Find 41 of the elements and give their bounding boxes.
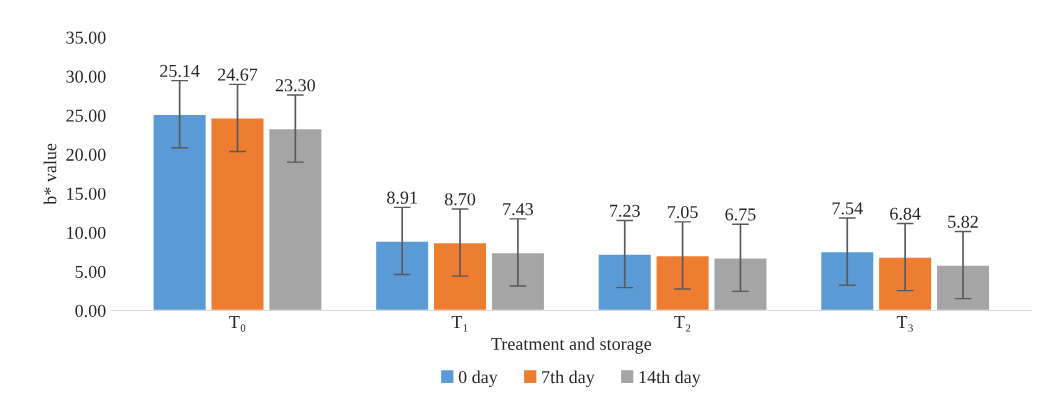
bar — [374, 240, 430, 311]
y-tick-label: 35.00 — [66, 31, 106, 44]
data-label: 25.14 — [160, 64, 200, 78]
data-label: 6.75 — [725, 208, 756, 221]
bar — [210, 117, 265, 311]
bar — [597, 253, 653, 311]
y-tick-label: 0.00 — [75, 304, 106, 318]
y-tick-label: 15.00 — [67, 187, 106, 200]
data-label: 7.54 — [832, 202, 863, 215]
data-label: 8.70 — [444, 193, 476, 206]
y-tick-label: 30.00 — [66, 70, 106, 83]
bar — [713, 257, 768, 311]
y-tick-label: 25.00 — [66, 109, 106, 122]
bar — [935, 264, 991, 311]
y-axis-title: b* value — [43, 143, 57, 205]
bar — [432, 241, 488, 311]
data-label: 23.30 — [275, 79, 315, 92]
data-label: 6.84 — [890, 207, 921, 220]
data-label: 7.05 — [667, 206, 698, 219]
bar — [877, 256, 933, 311]
legend-label: 0 day — [458, 370, 498, 387]
x-tick-label: T₂ — [674, 316, 691, 332]
data-label: 5.82 — [948, 215, 978, 228]
x-tick-label: T₃ — [896, 316, 913, 332]
data-label: 8.91 — [387, 191, 417, 204]
bar — [655, 254, 710, 311]
data-label: 7.23 — [610, 204, 640, 217]
y-tick-label: 10.00 — [67, 226, 106, 239]
data-label: 24.67 — [217, 68, 258, 81]
x-tick-label: T₁ — [451, 316, 468, 332]
x-tick-label: T₀ — [229, 316, 246, 332]
bar — [490, 251, 546, 311]
bar — [152, 113, 208, 311]
y-tick-label: 20.00 — [66, 148, 106, 161]
data-label: 7.43 — [503, 203, 533, 216]
bar — [267, 127, 323, 311]
x-axis-title: Treatment and storage — [491, 337, 652, 354]
y-tick-label: 5.00 — [75, 265, 106, 278]
bar — [819, 250, 875, 311]
legend-label: 7th day — [542, 370, 595, 387]
legend-label: 14th day — [639, 370, 701, 387]
